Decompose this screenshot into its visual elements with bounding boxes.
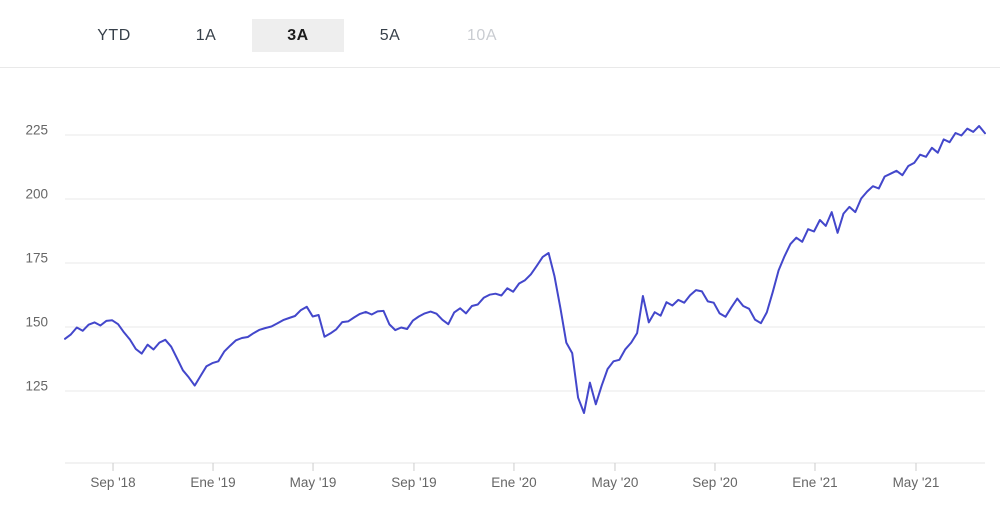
x-axis-label: Ene '20 bbox=[491, 475, 536, 490]
x-axis-label: May '21 bbox=[893, 475, 940, 490]
x-axis-label: Ene '21 bbox=[792, 475, 837, 490]
price-line[interactable] bbox=[64, 125, 986, 414]
tabbar-divider bbox=[0, 67, 1000, 68]
tab-10a[interactable]: 10A bbox=[467, 27, 497, 44]
price-chart[interactable]: 125 150 175 200 225 Sep '18 Ene '19 May '19 Sep … bbox=[0, 68, 1000, 510]
x-axis-label: Sep '18 bbox=[90, 475, 135, 490]
tab-3a[interactable]: 3A bbox=[252, 19, 344, 52]
tab-ytd[interactable]: YTD bbox=[97, 27, 131, 44]
x-axis-label: Ene '19 bbox=[190, 475, 235, 490]
y-axis-label: 125 bbox=[25, 379, 48, 394]
y-axis-label: 200 bbox=[25, 187, 48, 202]
price-chart-svg[interactable]: 125 150 175 200 225 Sep '18 Ene '19 May '19 Sep … bbox=[0, 68, 1000, 510]
time-range-tabs: YTD 1A 3A 5A 10A bbox=[68, 19, 528, 52]
y-axis-label: 150 bbox=[25, 315, 48, 330]
x-axis-label: May '19 bbox=[290, 475, 337, 490]
x-axis-label: Sep '20 bbox=[692, 475, 737, 490]
y-axis-label: 175 bbox=[25, 251, 48, 266]
y-axis-label: 225 bbox=[25, 123, 48, 138]
x-axis-label: May '20 bbox=[592, 475, 639, 490]
x-axis-label: Sep '19 bbox=[391, 475, 436, 490]
tab-1a[interactable]: 1A bbox=[195, 27, 217, 44]
tab-5a[interactable]: 5A bbox=[379, 27, 401, 44]
